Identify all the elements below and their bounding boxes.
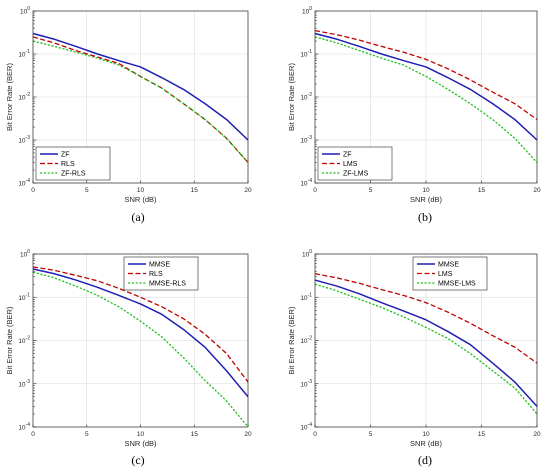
panel-caption: (a): [131, 210, 144, 224]
panel-caption: (c): [131, 453, 144, 467]
chart-panel-2: 0 5 10 15 20 10-4 10-3 10-2 10-1 100 SNR (dB) Bit E…: [287, 6, 541, 224]
y-tick-label: 100: [302, 6, 312, 16]
legend-label: LMS: [343, 161, 358, 168]
y-tick-label: 10-4: [300, 422, 312, 432]
y-tick-label: 10-3: [300, 135, 312, 145]
x-tick-label: 20: [244, 431, 252, 438]
legend: MMSE LMS MMSE-LMS: [412, 256, 488, 291]
series-line-mmse-rls: [32, 271, 249, 428]
chart-panel-1: 0 5 10 15 20 10-4 10-3 10-2 10-1 100 SNR (dB) Bit E…: [5, 6, 252, 224]
x-tick-label: 10: [422, 431, 430, 438]
x-tick-label: 0: [313, 431, 317, 438]
legend-label: MMSE: [438, 262, 459, 269]
y-tick-label: 10-2: [300, 336, 312, 346]
series-line-zf: [32, 32, 249, 141]
y-tick-label: 10-4: [18, 422, 30, 432]
x-tick-label: 0: [313, 187, 317, 194]
x-tick-label: 20: [244, 187, 252, 194]
x-tick-label: 0: [31, 431, 35, 438]
y-tick-label: 10-3: [18, 379, 30, 389]
series-line-mmse-lms: [314, 283, 538, 415]
chart-panel-3: 0 5 10 15 20 10-4 10-3 10-2 10-1 100 SNR (dB) Bit E…: [5, 249, 252, 467]
y-axis-label: Bit Error Rate (BER): [5, 63, 14, 131]
x-tick-label: 10: [137, 431, 145, 438]
series-line-lms: [314, 29, 538, 121]
series-line-rls: [32, 266, 249, 383]
x-tick-label: 10: [137, 187, 145, 194]
legend-label: MMSE-LMS: [438, 281, 476, 288]
legend-label: ZF-LMS: [343, 171, 369, 178]
legend-label: ZF: [343, 152, 352, 159]
y-tick-label: 10-1: [300, 49, 312, 59]
y-axis-label: Bit Error Rate (BER): [5, 306, 14, 374]
x-tick-label: 15: [191, 187, 199, 194]
chart-panel-4: 0 5 10 15 20 10-4 10-3 10-2 10-1 100 SNR (dB) Bit E…: [287, 249, 541, 467]
y-tick-label: 100: [302, 249, 312, 259]
legend: MMSE RLS MMSE-RLS: [123, 256, 199, 291]
x-tick-label: 5: [369, 431, 373, 438]
x-tick-label: 20: [533, 187, 541, 194]
series-line-zf: [314, 32, 538, 141]
legend-label: MMSE-RLS: [149, 281, 186, 288]
x-tick-label: 20: [533, 431, 541, 438]
y-tick-label: 100: [20, 249, 30, 259]
series-line-rls: [32, 36, 249, 163]
y-tick-label: 10-3: [300, 379, 312, 389]
x-tick-label: 5: [369, 187, 373, 194]
y-tick-label: 10-2: [18, 92, 30, 102]
x-axis-label: SNR (dB): [410, 439, 443, 448]
x-tick-label: 5: [85, 431, 89, 438]
y-tick-label: 10-3: [18, 135, 30, 145]
panel-caption: (d): [418, 453, 432, 467]
legend-box: [412, 256, 488, 291]
legend-label: ZF-RLS: [61, 171, 86, 178]
x-tick-label: 15: [478, 431, 486, 438]
legend-label: LMS: [438, 271, 453, 278]
y-axis-label: Bit Error Rate (BER): [287, 306, 296, 374]
y-axis-label: Bit Error Rate (BER): [287, 63, 296, 131]
legend-label: MMSE: [149, 262, 170, 269]
legend: ZF RLS ZF-RLS: [35, 146, 111, 181]
legend: ZF LMS ZF-LMS: [317, 146, 393, 181]
y-tick-label: 10-1: [18, 292, 30, 302]
x-axis-label: SNR (dB): [410, 195, 443, 204]
y-tick-label: 10-1: [18, 49, 30, 59]
series-line-mmse: [32, 268, 249, 398]
legend-label: RLS: [61, 161, 75, 168]
legend-label: RLS: [149, 271, 163, 278]
x-axis-label: SNR (dB): [124, 195, 157, 204]
x-tick-label: 15: [191, 431, 199, 438]
series-line-mmse: [314, 279, 538, 407]
legend-label: ZF: [61, 152, 70, 159]
panel-caption: (b): [418, 210, 432, 224]
legend-box: [317, 146, 393, 181]
x-axis-label: SNR (dB): [124, 439, 157, 448]
y-tick-label: 10-4: [300, 178, 312, 188]
series-line-zf-lms: [314, 36, 538, 163]
x-tick-label: 5: [85, 187, 89, 194]
y-tick-label: 10-2: [18, 336, 30, 346]
x-tick-label: 0: [31, 187, 35, 194]
series-line-lms: [314, 273, 538, 364]
x-tick-label: 15: [478, 187, 486, 194]
y-tick-label: 10-1: [300, 292, 312, 302]
y-tick-label: 100: [20, 6, 30, 16]
x-tick-label: 10: [422, 187, 430, 194]
y-tick-label: 10-4: [18, 178, 30, 188]
y-tick-label: 10-2: [300, 92, 312, 102]
